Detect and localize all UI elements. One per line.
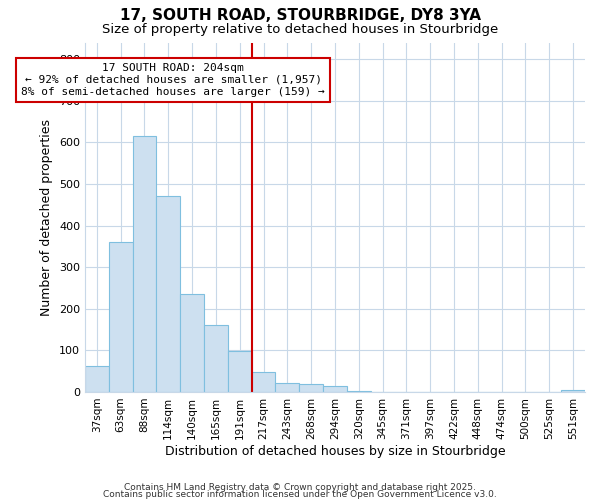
Bar (180, 294, 204, 392)
Text: Contains public sector information licensed under the Open Government Licence v3: Contains public sector information licen… (103, 490, 497, 499)
Bar (251, 372, 275, 392)
Bar (85, 366, 109, 392)
Bar (323, 386, 347, 392)
Bar (109, 242, 133, 392)
Text: Size of property relative to detached houses in Stourbridge: Size of property relative to detached ho… (102, 22, 498, 36)
Bar (157, 196, 180, 392)
Bar (228, 351, 251, 392)
Bar (133, 136, 157, 392)
Bar (275, 383, 299, 392)
Text: Contains HM Land Registry data © Crown copyright and database right 2025.: Contains HM Land Registry data © Crown c… (124, 484, 476, 492)
Text: 17 SOUTH ROAD: 204sqm
← 92% of detached houses are smaller (1,957)
8% of semi-de: 17 SOUTH ROAD: 204sqm ← 92% of detached … (21, 64, 325, 96)
Y-axis label: Number of detached properties: Number of detached properties (40, 118, 53, 316)
Bar (299, 384, 323, 392)
Text: 17, SOUTH ROAD, STOURBRIDGE, DY8 3YA: 17, SOUTH ROAD, STOURBRIDGE, DY8 3YA (119, 8, 481, 22)
X-axis label: Distribution of detached houses by size in Stourbridge: Distribution of detached houses by size … (164, 444, 505, 458)
Bar (561, 390, 585, 392)
Bar (347, 391, 371, 392)
Bar (204, 326, 228, 392)
